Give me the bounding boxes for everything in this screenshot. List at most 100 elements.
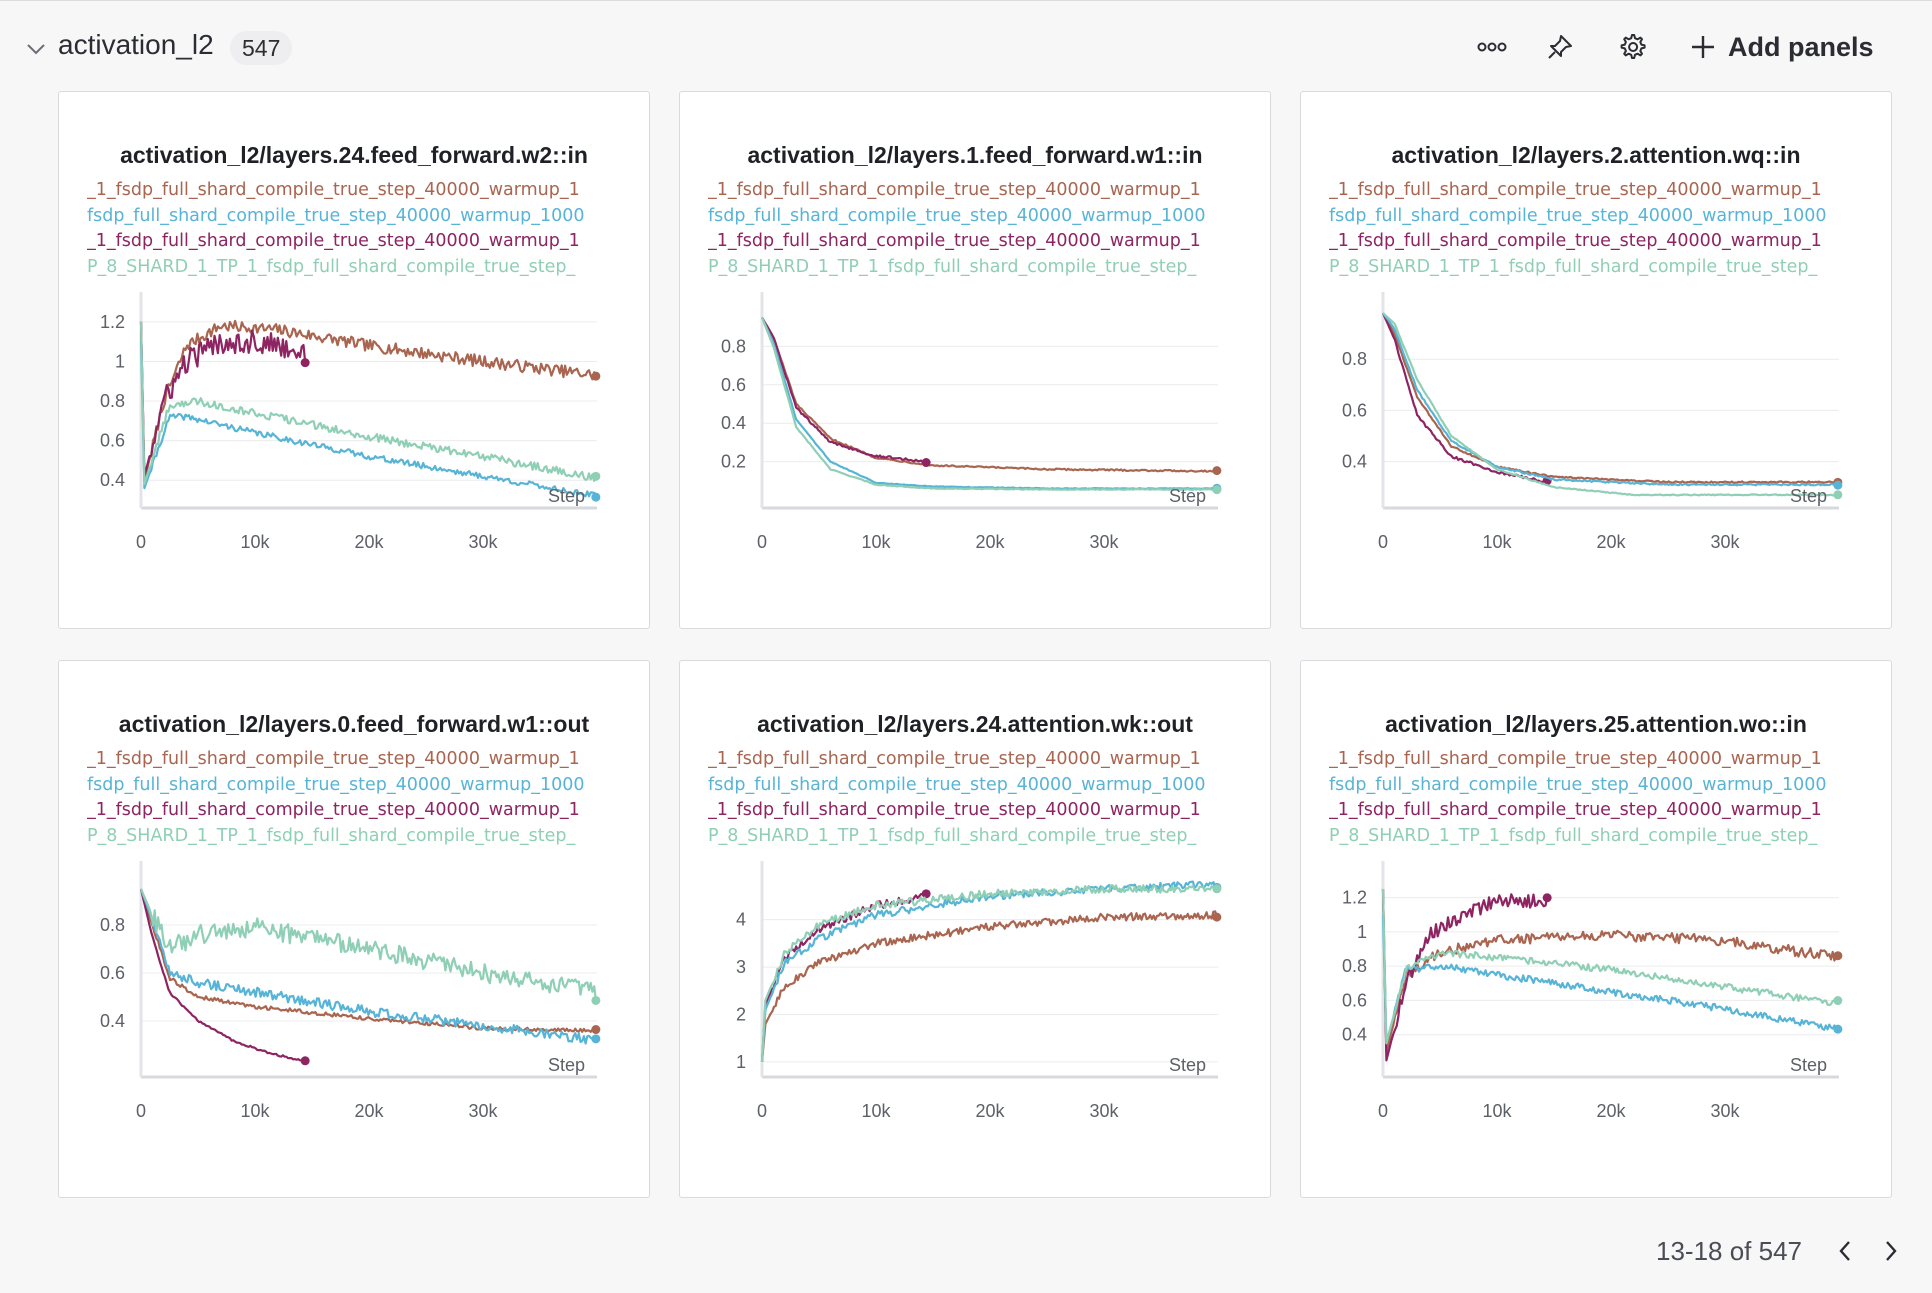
chart-panel[interactable]: activation_l2/layers.24.feed_forward.w2:… [58,91,650,629]
series-end-point [1212,466,1222,476]
x-tick-label: 20k [1596,532,1626,552]
panel-count-badge: 547 [230,31,293,65]
x-tick-label: 0 [1378,532,1388,552]
legend-item[interactable]: _1_fsdp_full_shard_compile_true_step_400… [708,180,1201,200]
line-chart[interactable]: 0.4 0.6 0.8 1 1.2 0 10k 20k 30k Step [59,272,649,572]
x-tick-label: 10k [861,1101,891,1121]
y-tick-label: 1.2 [1342,888,1367,908]
chart-panel[interactable]: activation_l2/layers.1.feed_forward.w1::… [679,91,1271,629]
legend-item[interactable]: P_8_SHARD_1_TP_1_fsdp_full_shard_compile… [708,825,1197,846]
series-line[interactable] [139,341,597,498]
series-line[interactable] [760,880,1218,1062]
series-line[interactable] [1381,312,1548,483]
legend-item[interactable]: _1_fsdp_full_shard_compile_true_step_400… [87,749,580,769]
legend-item[interactable]: fsdp_full_shard_compile_true_step_40000_… [708,205,1206,226]
y-tick-label: 0.6 [100,963,125,983]
section-title: activation_l2 [58,29,214,60]
y-tick-label: 0.6 [100,431,125,451]
series-line[interactable] [139,321,307,478]
legend-item[interactable]: _1_fsdp_full_shard_compile_true_step_400… [87,800,580,820]
legend-item[interactable]: P_8_SHARD_1_TP_1_fsdp_full_shard_compile… [87,825,576,846]
chart-panel[interactable]: activation_l2/layers.24.attention.wk::ou… [679,660,1271,1198]
legend-item[interactable]: _1_fsdp_full_shard_compile_true_step_400… [708,231,1201,251]
y-tick-label: 0.8 [721,336,746,356]
chart-legend: _1_fsdp_full_shard_compile_true_step_400… [708,178,1244,280]
legend-item[interactable]: fsdp_full_shard_compile_true_step_40000_… [87,774,585,795]
x-tick-label: 20k [975,1101,1005,1121]
series-end-point [1212,485,1222,495]
pin-button[interactable] [1540,27,1580,67]
chart-panel[interactable]: activation_l2/layers.25.attention.wo::in… [1300,660,1892,1198]
legend-item[interactable]: fsdp_full_shard_compile_true_step_40000_… [1329,774,1827,795]
series-end-point [591,471,601,481]
next-page-button[interactable] [1874,1234,1908,1268]
series-line[interactable] [139,319,597,482]
series-end-point [591,995,601,1005]
previous-page-button[interactable] [1828,1234,1862,1268]
x-axis-label: Step [548,486,585,506]
series-end-point [300,358,310,368]
collapse-section-button[interactable] [22,35,50,63]
legend-item[interactable]: _1_fsdp_full_shard_compile_true_step_400… [1329,800,1822,820]
legend-item[interactable]: _1_fsdp_full_shard_compile_true_step_400… [1329,231,1822,251]
series-line[interactable] [139,888,597,1045]
series-line[interactable] [139,888,306,1062]
series-line[interactable] [760,884,1218,1062]
series-line[interactable] [760,910,1218,1062]
series-end-point [1212,884,1222,894]
x-tick-label: 30k [468,532,498,552]
legend-item[interactable]: P_8_SHARD_1_TP_1_fsdp_full_shard_compile… [1329,825,1818,846]
legend-item[interactable]: fsdp_full_shard_compile_true_step_40000_… [1329,205,1827,226]
series-line[interactable] [761,317,1218,473]
series-line[interactable] [1382,312,1839,487]
x-axis-label: Step [1169,486,1206,506]
panel-title: activation_l2/layers.1.feed_forward.w1::… [747,142,1203,168]
line-chart[interactable]: 0.4 0.6 0.8 0 10k 20k 30k Step [59,841,649,1141]
line-chart[interactable]: 0.2 0.4 0.6 0.8 0 10k 20k 30k Step [680,272,1270,572]
series-line[interactable] [1381,888,1839,1045]
pagination-text: 13-18 of 547 [1655,1236,1802,1266]
series-line[interactable] [1382,312,1839,497]
y-tick-label: 0.4 [1342,452,1367,472]
chart-panel[interactable]: activation_l2/layers.0.feed_forward.w1::… [58,660,650,1198]
legend-item[interactable]: _1_fsdp_full_shard_compile_true_step_400… [708,749,1201,769]
series-line[interactable] [1381,888,1839,1053]
series-end-point [1833,1024,1843,1034]
series-end-point [1833,996,1843,1006]
legend-item[interactable]: _1_fsdp_full_shard_compile_true_step_400… [708,800,1201,820]
line-chart[interactable]: 0.4 0.6 0.8 0 10k 20k 30k Step [1301,272,1891,572]
add-panels-label: Add panels [1728,31,1874,62]
more-options-button[interactable] [1472,27,1512,67]
add-panels-button[interactable]: Add panels [1690,27,1880,67]
section-settings-button[interactable] [1612,27,1652,67]
y-tick-label: 4 [736,910,746,930]
legend-item[interactable]: fsdp_full_shard_compile_true_step_40000_… [708,774,1206,795]
series-line[interactable] [139,888,597,1001]
series-line[interactable] [139,888,597,1033]
series-line[interactable] [761,317,927,464]
series-line[interactable] [760,317,1218,491]
x-tick-label: 10k [240,1101,270,1121]
series-line[interactable] [761,317,1218,490]
series-line[interactable] [1381,914,1839,1045]
line-chart[interactable]: 0.4 0.6 0.8 1 1.2 0 10k 20k 30k Step [1301,841,1891,1141]
legend-item[interactable]: P_8_SHARD_1_TP_1_fsdp_full_shard_compile… [1329,256,1818,277]
legend-item[interactable]: _1_fsdp_full_shard_compile_true_step_400… [1329,180,1822,200]
y-tick-label: 1 [115,351,125,371]
x-tick-label: 30k [1710,532,1740,552]
legend-item[interactable]: P_8_SHARD_1_TP_1_fsdp_full_shard_compile… [708,256,1197,277]
legend-item[interactable]: _1_fsdp_full_shard_compile_true_step_400… [87,231,580,251]
series-end-point [1833,951,1843,961]
chart-panel[interactable]: activation_l2/layers.2.attention.wq::in _… [1300,91,1892,629]
series-line[interactable] [1382,312,1839,484]
line-chart[interactable]: 1 2 3 4 0 10k 20k 30k Step [680,841,1270,1141]
x-tick-label: 0 [136,532,146,552]
legend-item[interactable]: P_8_SHARD_1_TP_1_fsdp_full_shard_compile… [87,256,576,277]
legend-item[interactable]: _1_fsdp_full_shard_compile_true_step_400… [87,180,580,200]
y-tick-label: 0.2 [721,452,746,472]
chart-legend: _1_fsdp_full_shard_compile_true_step_400… [87,178,623,280]
legend-item[interactable]: _1_fsdp_full_shard_compile_true_step_400… [1329,749,1822,769]
chart-legend: _1_fsdp_full_shard_compile_true_step_400… [1329,747,1865,849]
legend-item[interactable]: fsdp_full_shard_compile_true_step_40000_… [87,205,585,226]
series-line[interactable] [139,321,597,486]
